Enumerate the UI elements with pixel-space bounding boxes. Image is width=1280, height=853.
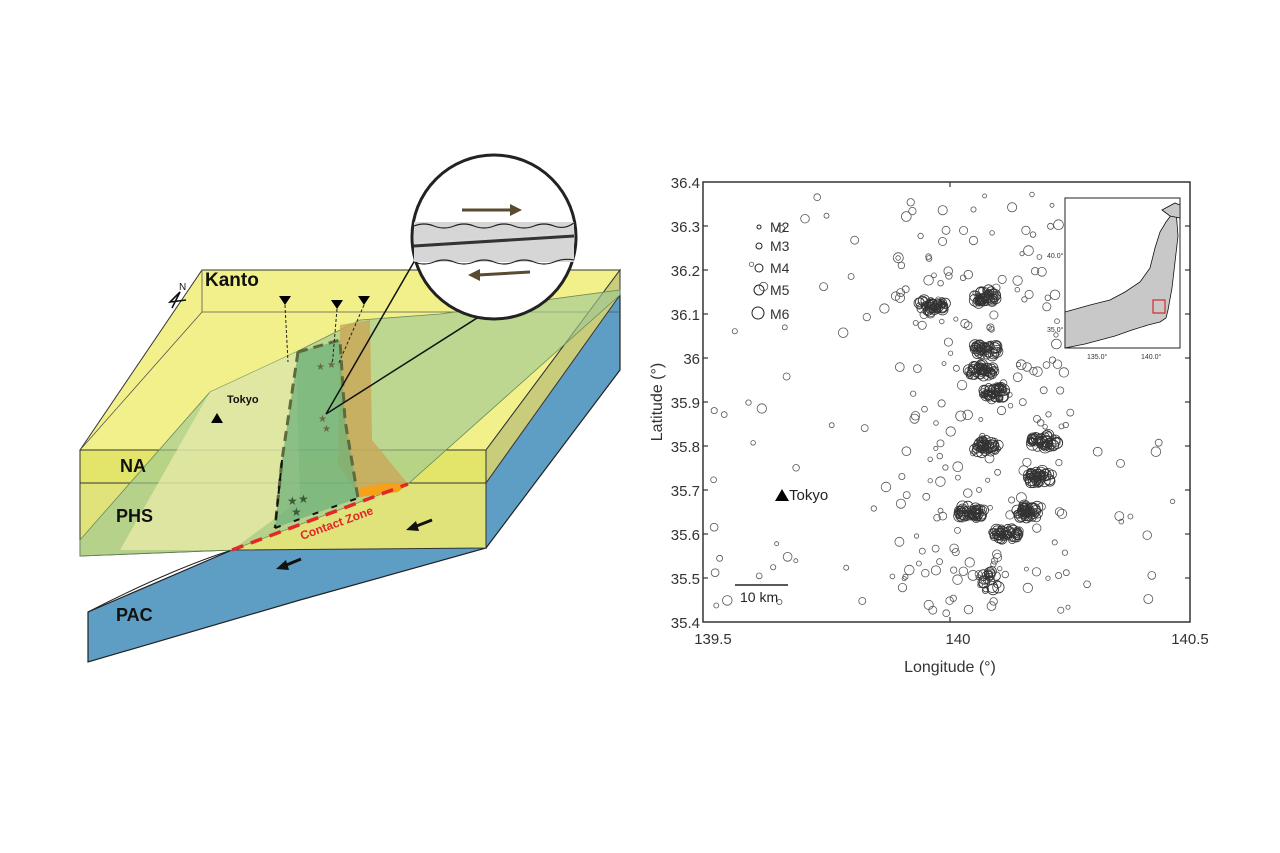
svg-text:35.9: 35.9 [671,395,700,412]
svg-text:M3: M3 [770,238,790,254]
plate-motion-arrows [276,518,433,570]
svg-text:36.2: 36.2 [671,263,700,280]
svg-text:M6: M6 [770,306,790,322]
inset-map: 135.0° 140.0° 40.0° 35.0° [1047,197,1181,361]
svg-text:36.1: 36.1 [671,307,700,324]
svg-text:139.5: 139.5 [694,631,732,648]
svg-text:35.5: 35.5 [671,571,700,588]
tokyo-marker-icon [775,489,789,501]
svg-text:M5: M5 [770,282,790,298]
phs-label: PHS [116,506,153,526]
na-label: NA [120,456,146,476]
y-axis-label: Latitude (°) [649,363,666,441]
scale-bar-label: 10 km [740,589,778,605]
svg-text:36.3: 36.3 [671,219,700,236]
svg-text:35.8: 35.8 [671,439,700,456]
svg-text:★: ★ [298,492,309,506]
svg-text:★: ★ [322,424,331,435]
svg-text:140.0°: 140.0° [1141,353,1162,361]
north-arrow-icon: N [167,282,186,309]
pac-label: PAC [116,605,153,625]
block-diagram-svg: Contact Zone ★ ★ ★ ★ ★ ★ ★ [79,153,621,663]
svg-text:35.4: 35.4 [671,615,700,632]
svg-text:35.7: 35.7 [671,483,700,500]
earthquake-events [709,191,1176,617]
seismicity-plot-svg: 36.4 36.3 36.2 36.1 36 35.9 35.8 35.7 35… [649,175,1209,676]
block-diagram: Contact Zone ★ ★ ★ ★ ★ ★ ★ [0,0,640,848]
magnitude-legend: M2 M3 M4 M5 M6 [751,219,790,322]
svg-text:36.4: 36.4 [671,175,700,192]
svg-text:35.6: 35.6 [671,527,700,544]
svg-text:M4: M4 [770,260,790,276]
x-axis-label: Longitude (°) [904,659,996,676]
svg-text:40.0°: 40.0° [1047,252,1064,260]
svg-text:35.0°: 35.0° [1047,326,1064,334]
seismicity-plot: 36.4 36.3 36.2 36.1 36 35.9 35.8 35.7 35… [640,160,1240,700]
svg-text:★: ★ [287,494,298,508]
x-axis: 139.5 140 140.5 [694,631,1209,648]
svg-text:135.0°: 135.0° [1087,353,1108,361]
svg-text:36: 36 [683,351,700,368]
tokyo-label: Tokyo [789,487,828,504]
kanto-label: Kanto [205,270,259,291]
study-area-box [1152,299,1166,314]
svg-text:M2: M2 [770,219,790,235]
svg-text:★: ★ [318,414,327,425]
svg-text:★: ★ [291,505,302,519]
earthquake-stars: ★ ★ ★ ★ ★ ★ ★ [287,360,336,519]
tokyo-marker-icon [211,413,223,423]
svg-text:★: ★ [316,362,325,373]
svg-text:140: 140 [945,631,970,648]
svg-text:★: ★ [327,360,336,371]
svg-text:140.5: 140.5 [1171,631,1209,648]
seismic-stations [279,296,370,369]
contact-zone-line [231,482,409,552]
y-axis: 36.4 36.3 36.2 36.1 36 35.9 35.8 35.7 35… [671,175,700,632]
zoom-callout [325,153,578,415]
svg-text:N: N [179,282,186,293]
tokyo-label: Tokyo [227,394,259,406]
